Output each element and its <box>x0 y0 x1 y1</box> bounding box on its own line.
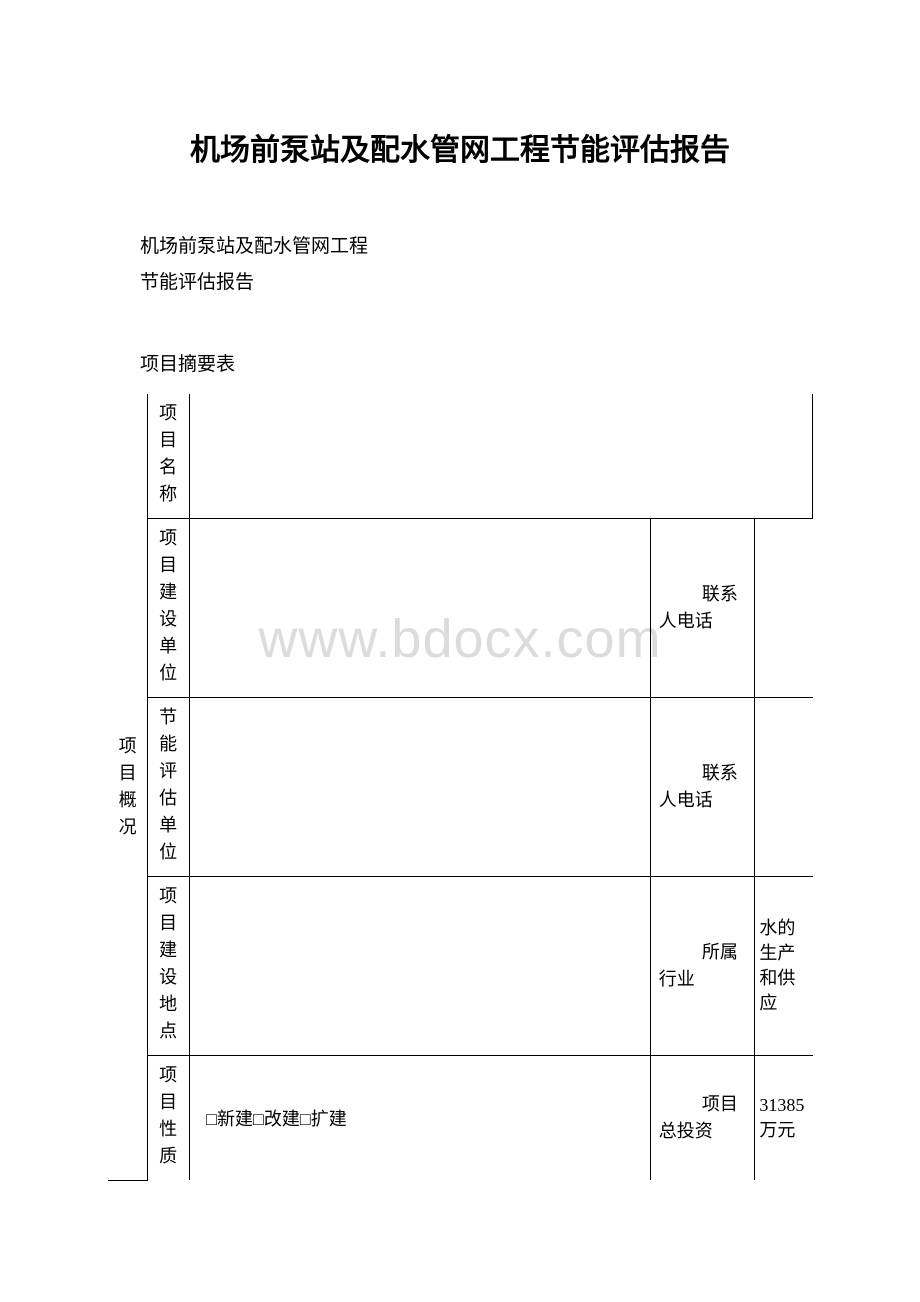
row-sublabel-line1: 联系 <box>659 581 751 608</box>
row-content-cell <box>190 698 651 877</box>
row-sublabel-line2: 人电话 <box>659 787 751 814</box>
row-label-cell: 项目建设单位 <box>148 519 190 698</box>
category-label: 项目概况 <box>119 736 137 837</box>
row-sublabel-line2: 人电话 <box>659 608 751 635</box>
row-subvalue-cell <box>755 519 813 698</box>
row-subvalue: 31385万元 <box>759 1095 804 1140</box>
table-row: 项目建设地点 所属 行业 水的生产和供应 <box>108 877 813 1056</box>
subtitle-block: 机场前泵站及配水管网工程 节能评估报告 <box>0 229 920 301</box>
row-label-cell: 项目建设地点 <box>148 877 190 1056</box>
table-row: 项目性质 □新建□改建□扩建 项目 总投资 31385万元 <box>108 1056 813 1181</box>
row-label-cell: 项目名称 <box>148 394 190 519</box>
row-label: 项目名称 <box>152 398 185 508</box>
row-sublabel-cell: 联系 人电话 <box>650 698 755 877</box>
row-sublabel-line1: 联系 <box>659 760 751 787</box>
table-row: 项目建设单位 联系 人电话 <box>108 519 813 698</box>
row-sublabel-line2: 行业 <box>659 966 751 993</box>
table-row: 项目概况 项目名称 <box>108 394 813 519</box>
row-label: 项目建设单位 <box>152 523 185 687</box>
row-label: 节能评估单位 <box>152 702 185 866</box>
content-layer: 机场前泵站及配水管网工程节能评估报告 机场前泵站及配水管网工程 节能评估报告 项… <box>0 0 920 1181</box>
row-sublabel-cell: 项目 总投资 <box>650 1056 755 1181</box>
subtitle-line-1: 机场前泵站及配水管网工程 <box>140 229 920 265</box>
row-content: □新建□改建□扩建 <box>206 1109 347 1129</box>
row-subvalue-cell: 水的生产和供应 <box>755 877 813 1056</box>
row-sublabel-cell: 联系 人电话 <box>650 519 755 698</box>
row-sublabel-line2: 总投资 <box>659 1118 751 1145</box>
section-label: 项目摘要表 <box>0 301 920 394</box>
row-content-cell <box>190 394 813 519</box>
subtitle-line-2: 节能评估报告 <box>140 265 920 301</box>
row-content-cell <box>190 519 651 698</box>
row-content-cell <box>190 877 651 1056</box>
row-sublabel-line1: 所属 <box>659 939 751 966</box>
row-label: 项目建设地点 <box>152 881 185 1045</box>
row-label-cell: 项目性质 <box>148 1056 190 1181</box>
row-sublabel-line1: 项目 <box>659 1091 751 1118</box>
page-title: 机场前泵站及配水管网工程节能评估报告 <box>0 0 920 229</box>
category-cell: 项目概况 <box>108 394 148 1180</box>
row-label: 项目性质 <box>152 1060 185 1170</box>
row-subvalue-cell: 31385万元 <box>755 1056 813 1181</box>
row-subvalue: 水的生产和供应 <box>759 918 795 1014</box>
table-row: 节能评估单位 联系 人电话 <box>108 698 813 877</box>
row-sublabel-cell: 所属 行业 <box>650 877 755 1056</box>
summary-table: 项目概况 项目名称 项目建设单位 联系 人电话 <box>108 394 813 1181</box>
row-label-cell: 节能评估单位 <box>148 698 190 877</box>
row-subvalue-cell <box>755 698 813 877</box>
row-content-cell: □新建□改建□扩建 <box>190 1056 651 1181</box>
